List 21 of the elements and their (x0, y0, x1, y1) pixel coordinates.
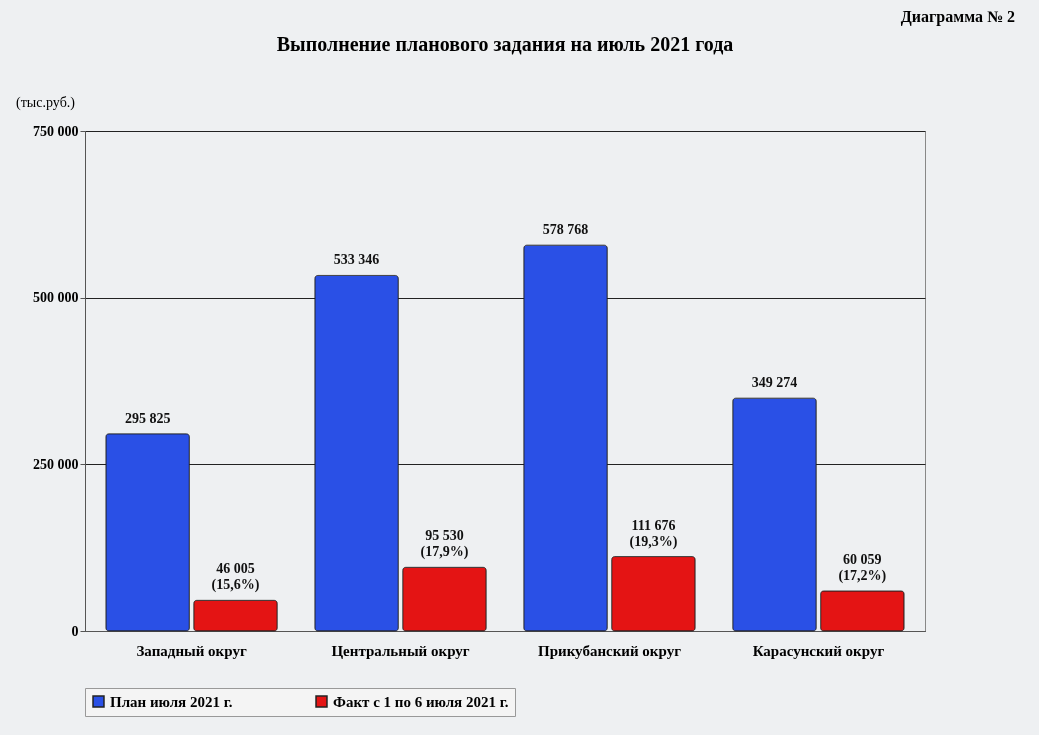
chart-title: Выполнение планового задания на июль 2021 года (276, 33, 734, 55)
text: Диаграмма № 2 (900, 8, 1015, 26)
data-label: 46 005 (15,6%) (211, 561, 260, 594)
y-tick-label: 250 000 (33, 456, 79, 472)
x-tick-label: Западный округ (136, 642, 247, 659)
legend-label: План июля 2021 г. (110, 693, 233, 710)
x-tick-label: Прикубанский округ (537, 642, 682, 659)
x-tick-label: Карасунский округ (752, 642, 885, 659)
y-tick-label: 750 000 (33, 123, 79, 139)
y-tick-label: 500 000 (33, 290, 79, 306)
data-label: 533 346 (333, 252, 380, 268)
y-tick-label: 0 (71, 623, 79, 639)
data-label: 111 676 (19,3%) (629, 517, 678, 550)
data-label: 578 768 (542, 222, 589, 238)
data-label: 95 530 (17,9%) (420, 528, 469, 561)
data-label: 349 274 (751, 375, 798, 391)
legend-label: Факт с 1 по 6 июля 2021 г. (333, 693, 509, 710)
data-label: 295 825 (124, 410, 171, 426)
data-label: 60 059 (17,2%) (838, 551, 887, 584)
y-axis-title: (тыс.руб.) (16, 94, 76, 111)
x-tick-label: Центральный округ (331, 642, 470, 659)
